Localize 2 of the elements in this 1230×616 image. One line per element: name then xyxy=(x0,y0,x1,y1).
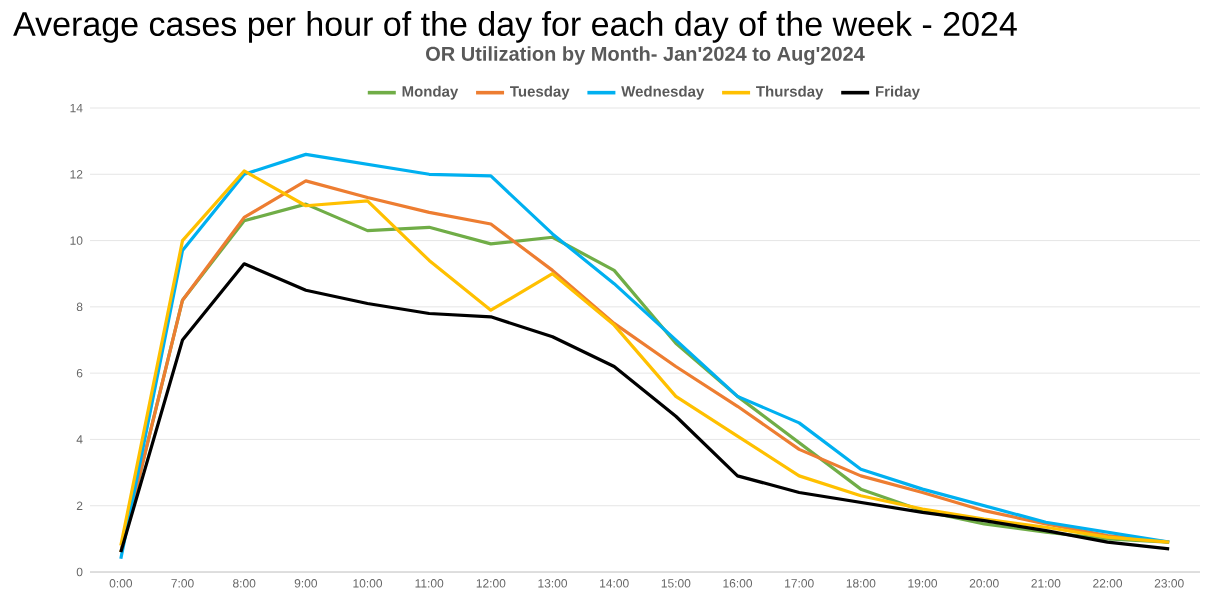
chart-title: Average cases per hour of the day for each day of the week - 2024 xyxy=(13,11,1017,43)
chart-subtitle: OR Utilization by Month- Jan'2024 to Aug'2024 xyxy=(426,46,865,65)
